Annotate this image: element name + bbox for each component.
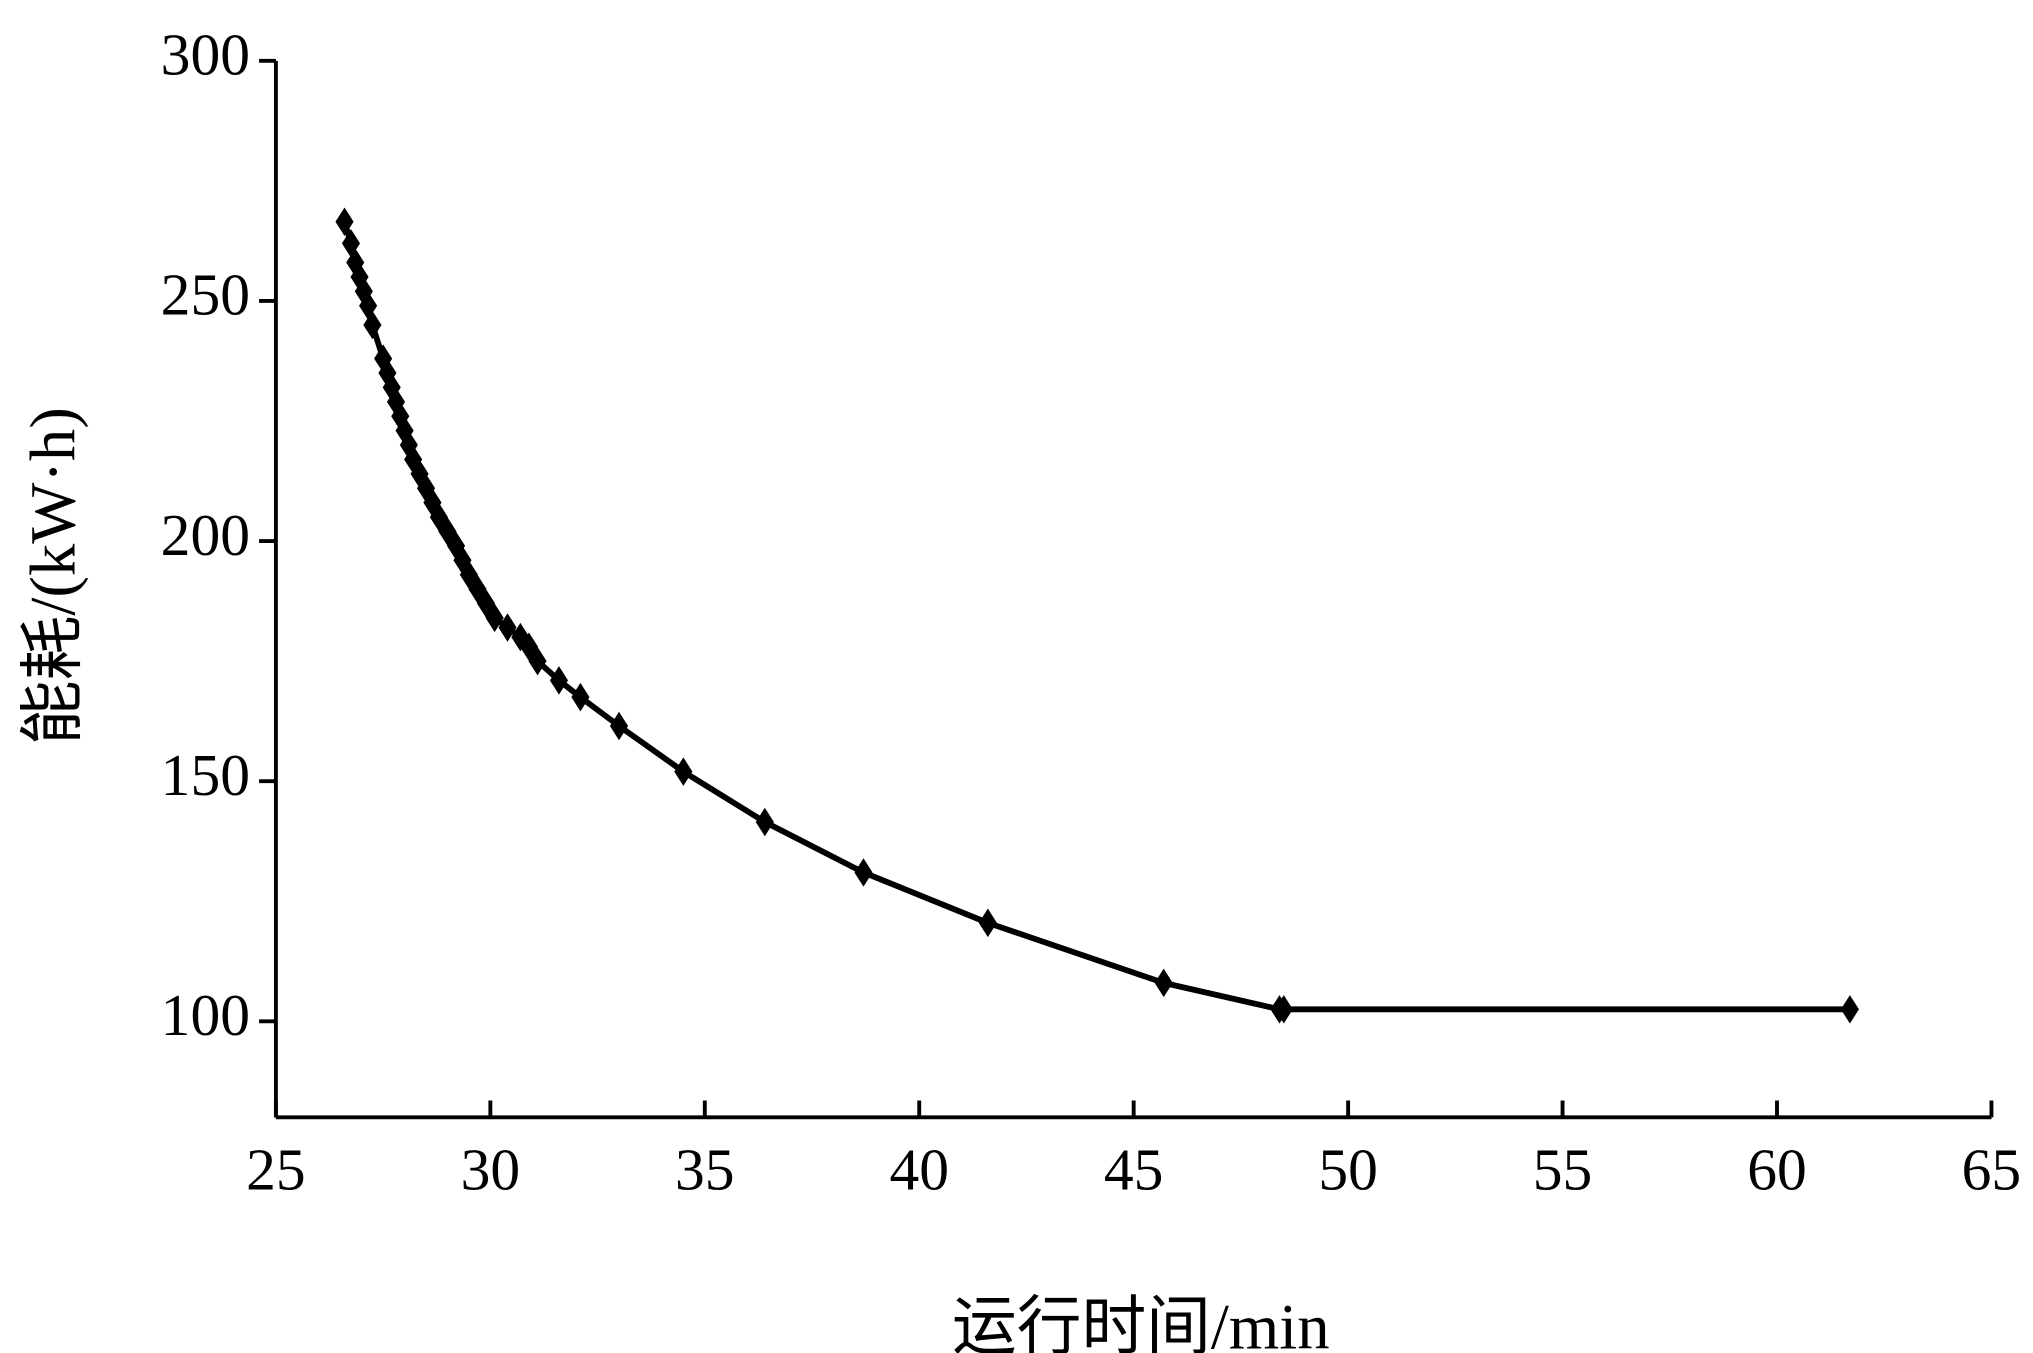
x-tick-label: 55 <box>1533 1136 1593 1202</box>
y-tick-label: 250 <box>161 262 250 328</box>
x-axis-label: 运行时间/min <box>952 1291 1330 1353</box>
x-tick-label: 65 <box>1962 1136 2022 1202</box>
x-tick-label: 50 <box>1318 1136 1378 1202</box>
marker <box>335 207 354 236</box>
marker <box>571 682 590 712</box>
marker <box>1840 995 1859 1024</box>
y-tick-label: 200 <box>161 502 250 568</box>
x-tick-label: 30 <box>461 1136 521 1202</box>
x-tick-label: 60 <box>1747 1136 1807 1202</box>
marker <box>755 807 774 837</box>
marker <box>854 858 873 887</box>
y-tick-label: 100 <box>161 982 250 1048</box>
marker <box>363 310 382 340</box>
data-line <box>341 220 1850 1013</box>
marker <box>485 603 504 633</box>
marker <box>978 908 997 938</box>
x-tick-label: 40 <box>889 1136 949 1202</box>
x-tick-label: 25 <box>246 1136 306 1202</box>
marker <box>609 711 629 741</box>
y-axis-label: 能耗/(kW·h) <box>18 407 90 745</box>
marker <box>1154 968 1173 998</box>
y-tick-label: 300 <box>161 22 250 88</box>
x-tick-label: 35 <box>675 1136 735 1202</box>
y-tick-label: 150 <box>161 742 250 808</box>
x-tick-label: 45 <box>1104 1136 1164 1202</box>
marker <box>674 757 693 786</box>
marker <box>1274 995 1293 1024</box>
marker <box>549 666 569 695</box>
